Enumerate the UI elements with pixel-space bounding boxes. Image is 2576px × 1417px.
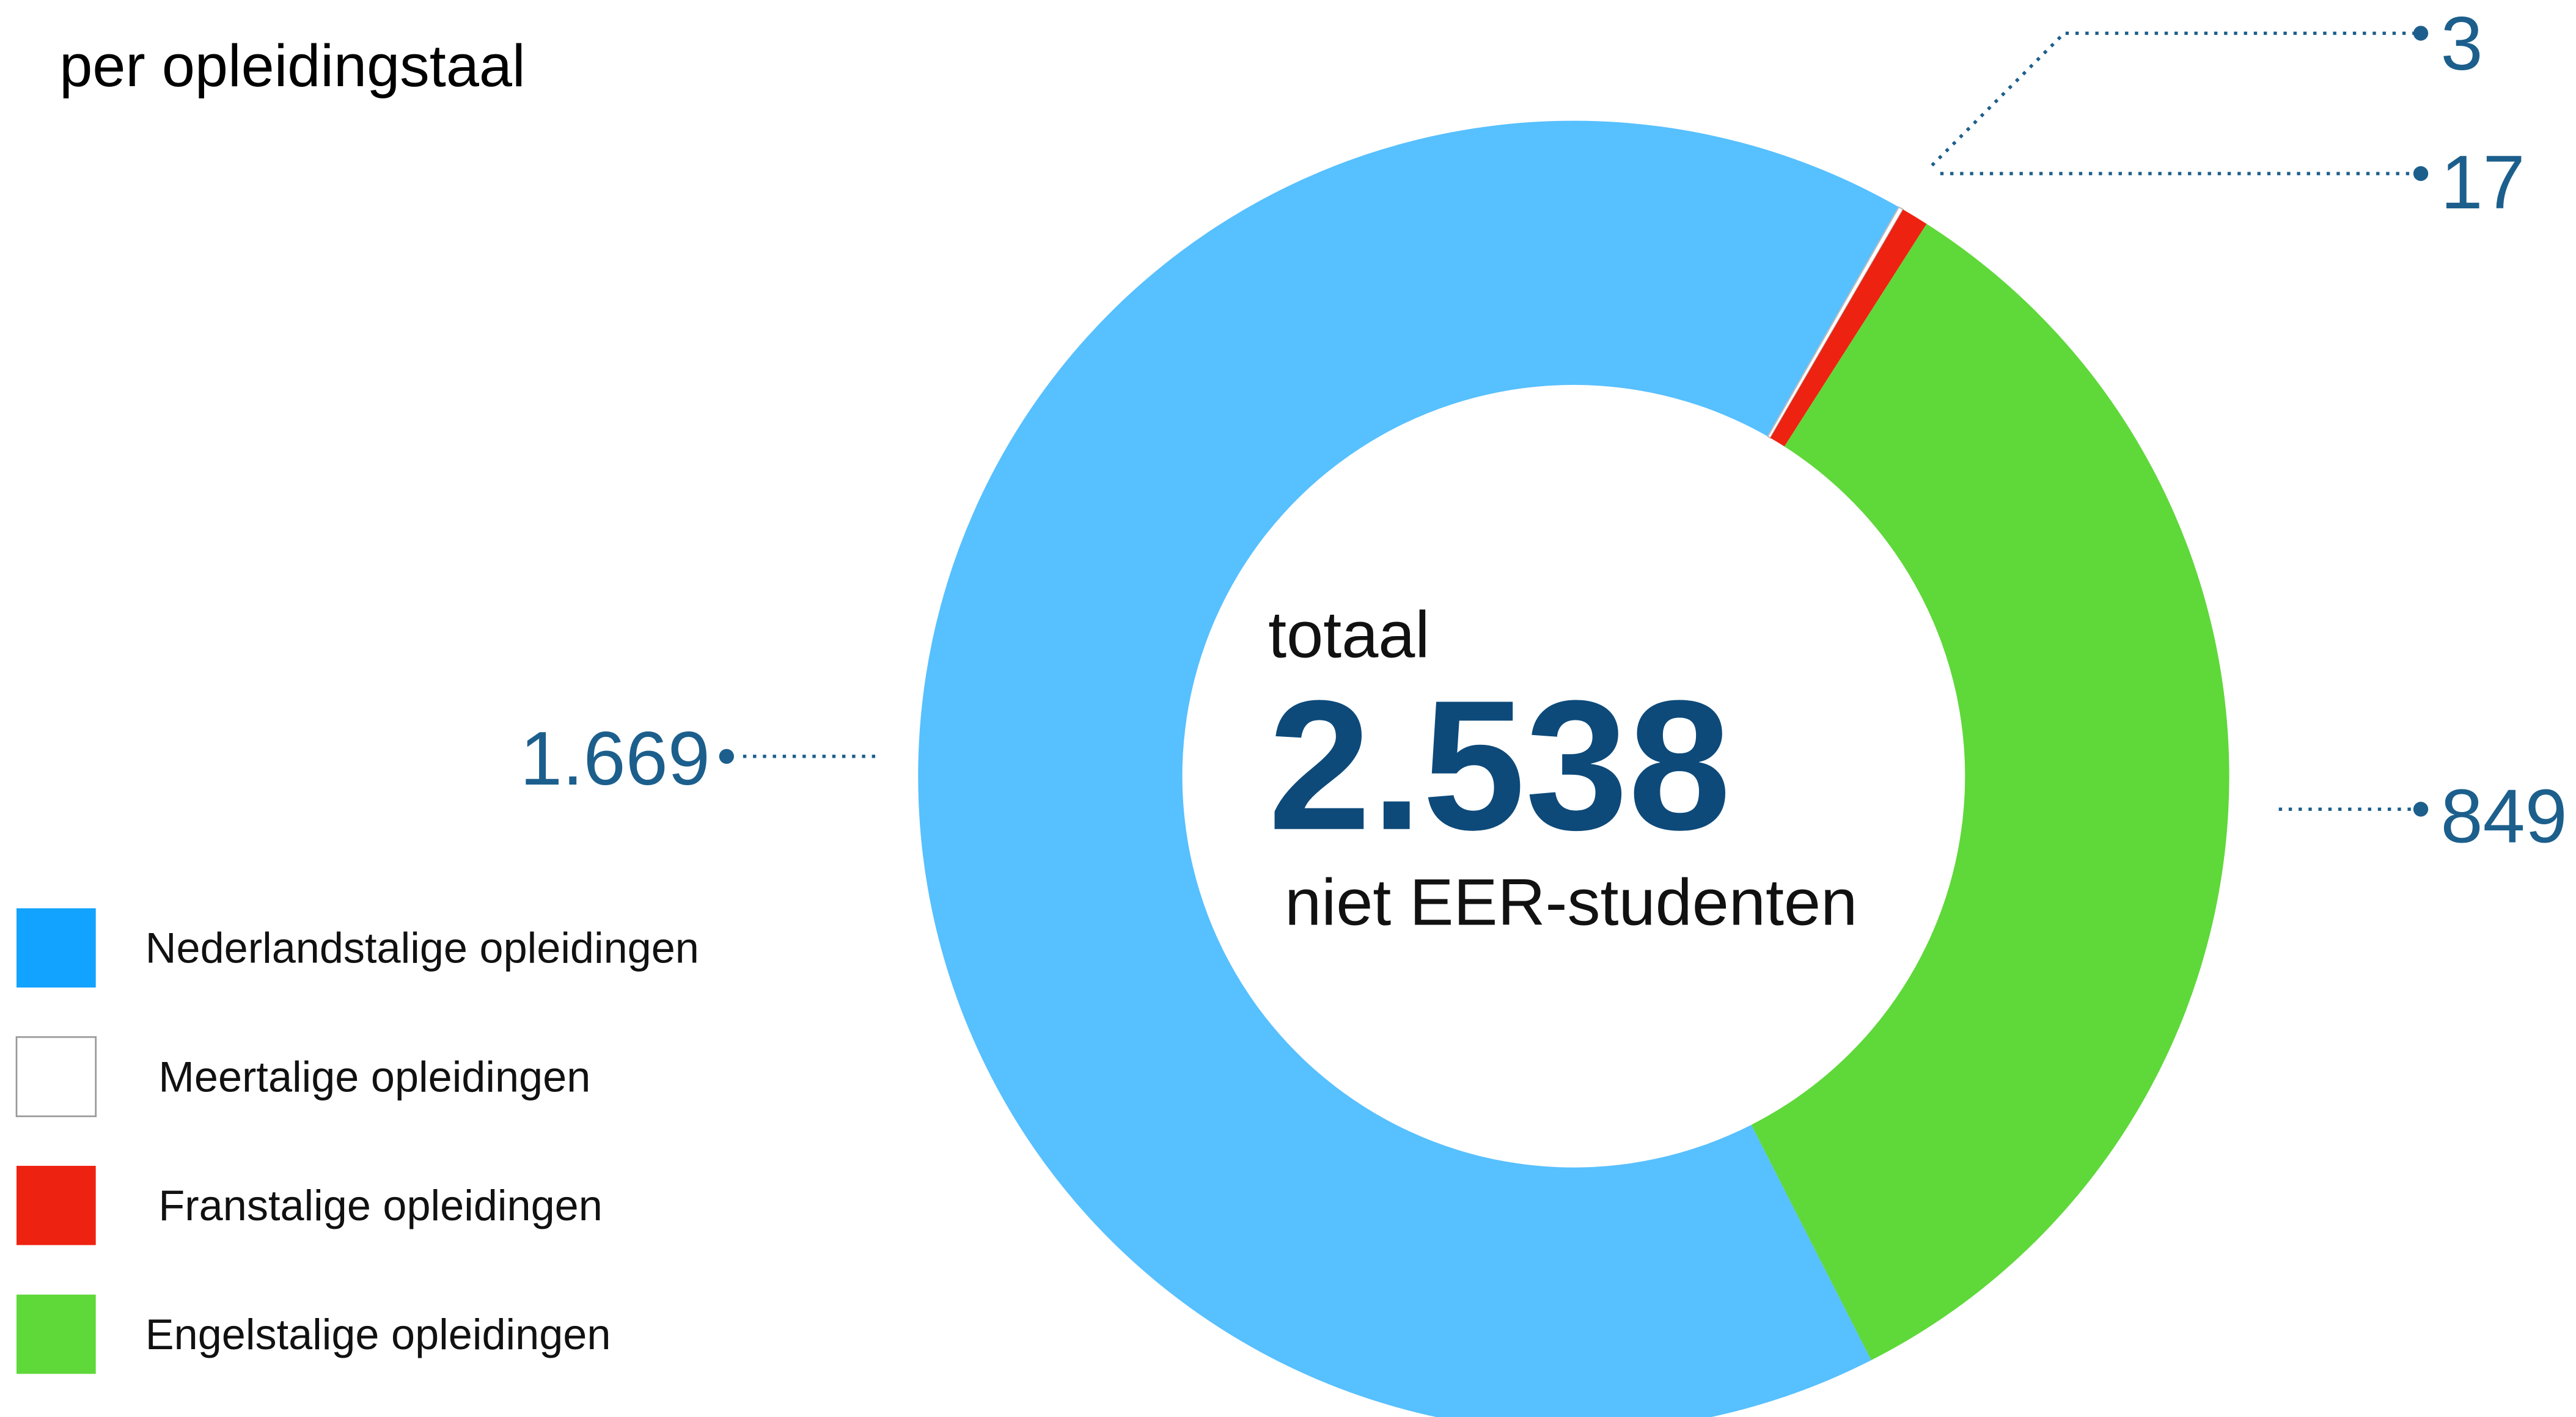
legend-label: Franstalige opleidingen bbox=[158, 1181, 602, 1229]
leader-line bbox=[1931, 31, 2421, 167]
legend-swatch bbox=[17, 908, 96, 988]
legend-label: Engelstalige opleidingen bbox=[145, 1310, 611, 1358]
data-label: 1.669 bbox=[520, 716, 710, 801]
center-top: totaal bbox=[1268, 598, 1429, 672]
data-label: 17 bbox=[2440, 140, 2525, 225]
leader-dot bbox=[2413, 166, 2429, 181]
legend-label: Nederlandstalige opleidingen bbox=[145, 924, 699, 972]
center-bottom: niet EER-studenten bbox=[1285, 865, 1857, 939]
legend-swatch bbox=[17, 1294, 96, 1374]
leader-dot bbox=[2413, 802, 2429, 817]
donut-segment bbox=[1767, 206, 1904, 439]
donut-segment bbox=[918, 120, 1899, 1417]
donut-segment bbox=[1751, 224, 2229, 1361]
leader-dot bbox=[719, 749, 735, 764]
chart-title: per opleidingstaal bbox=[59, 32, 525, 99]
callouts: 1.669 3 17 849 bbox=[520, 1, 2567, 859]
legend-label: Meertalige opleidingen bbox=[158, 1052, 590, 1100]
data-label: 3 bbox=[2440, 1, 2482, 86]
legend-swatch bbox=[15, 1036, 97, 1118]
donut bbox=[918, 120, 2229, 1417]
donut-segment bbox=[1770, 209, 1927, 447]
center-total: 2.538 bbox=[1268, 662, 1731, 869]
leader-dot bbox=[2413, 26, 2429, 41]
legend-swatch bbox=[17, 1165, 96, 1245]
data-label: 849 bbox=[2440, 774, 2567, 859]
legend: Nederlandstalige opleidingen Meertalige o… bbox=[15, 908, 699, 1374]
